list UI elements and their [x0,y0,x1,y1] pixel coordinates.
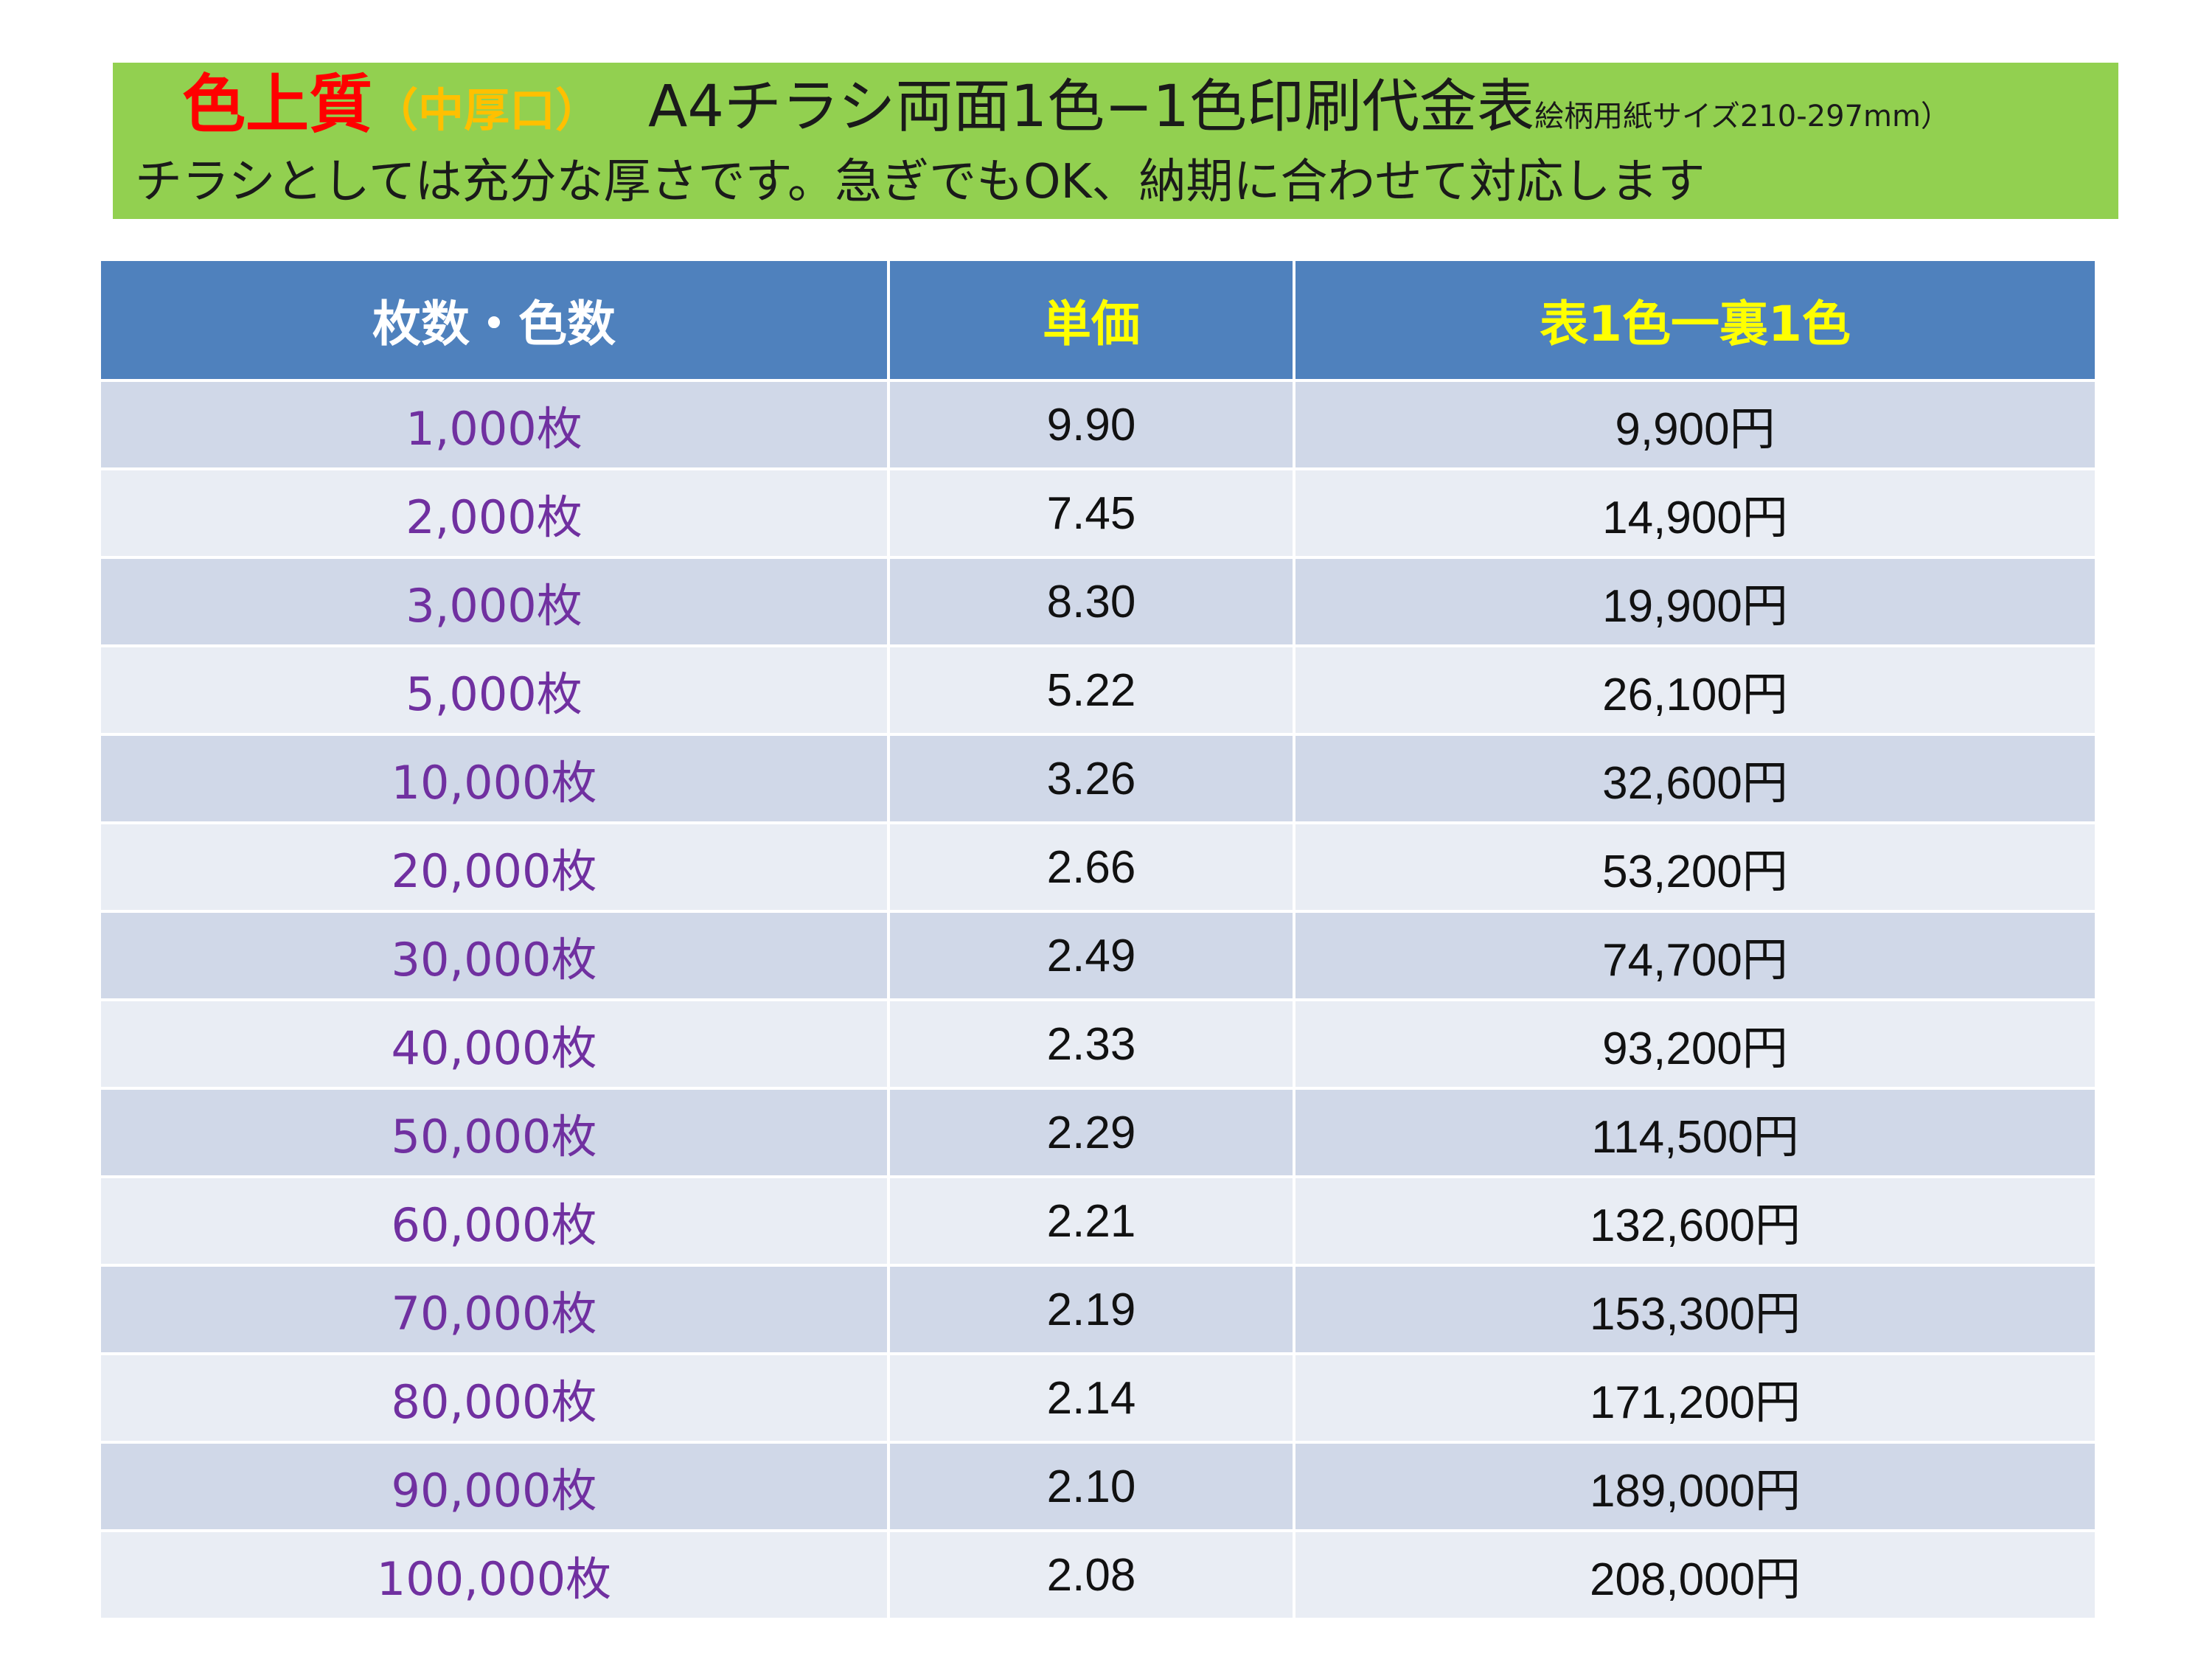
total-price-cell: 93,200円 [1293,998,2098,1090]
paper-quality-label: 色上質 [182,68,372,142]
table-row: 20,000枚 2.66 53,200円 [98,821,2098,913]
table-row: 50,000枚 2.29 114,500円 [98,1087,2098,1178]
table-row: 70,000枚 2.19 153,300円 [98,1264,2098,1355]
quantity-cell: 70,000枚 [98,1264,890,1355]
total-price-cell: 14,900円 [1293,467,2098,559]
quantity-cell: 80,000枚 [98,1352,890,1444]
table-row: 60,000枚 2.21 132,600円 [98,1175,2098,1267]
total-price-cell: 19,900円 [1293,556,2098,647]
banner-subtitle: チラシとしては充分な厚さです。急ぎでもOK、納期に合わせて対応します [135,155,1705,209]
quantity-cell: 90,000枚 [98,1441,890,1532]
unit-price-cell: 8.30 [887,556,1295,647]
size-note: 絵柄用紙サイズ210-297mm） [1534,100,1950,133]
quantity-cell: 1,000枚 [98,379,890,470]
unit-price-cell: 2.29 [887,1087,1295,1178]
table-header-row: 枚数・色数 単価 表1色一裏1色 [98,258,2098,382]
page-title: A4チラシ両面1色−1色印刷代金表 [648,74,1535,140]
unit-price-cell: 3.26 [887,733,1295,824]
unit-price-cell: 2.19 [887,1264,1295,1355]
paper-thickness-label: （中厚口） [372,83,602,137]
quantity-cell: 40,000枚 [98,998,890,1090]
unit-price-cell: 2.14 [887,1352,1295,1444]
total-price-cell: 53,200円 [1293,821,2098,913]
title-banner: 色上質（中厚口） A4チラシ両面1色−1色印刷代金表絵柄用紙サイズ210-297m… [113,63,2118,219]
unit-price-cell: 2.21 [887,1175,1295,1267]
header-quantity: 枚数・色数 [98,258,890,382]
price-table: 枚数・色数 単価 表1色一裏1色 1,000枚 9.90 9,900円 2,00… [98,258,2098,1621]
total-price-cell: 208,000円 [1293,1529,2098,1621]
table-row: 90,000枚 2.10 189,000円 [98,1441,2098,1532]
title-line: 色上質（中厚口） A4チラシ両面1色−1色印刷代金表絵柄用紙サイズ210-297m… [182,73,1950,136]
table-row: 100,000枚 2.08 208,000円 [98,1529,2098,1621]
total-price-cell: 171,200円 [1293,1352,2098,1444]
unit-price-cell: 2.08 [887,1529,1295,1621]
total-price-cell: 74,700円 [1293,910,2098,1001]
unit-price-cell: 2.49 [887,910,1295,1001]
unit-price-cell: 2.66 [887,821,1295,913]
quantity-cell: 20,000枚 [98,821,890,913]
quantity-cell: 5,000枚 [98,644,890,736]
total-price-cell: 114,500円 [1293,1087,2098,1178]
quantity-cell: 50,000枚 [98,1087,890,1178]
total-price-cell: 9,900円 [1293,379,2098,470]
table-row: 30,000枚 2.49 74,700円 [98,910,2098,1001]
total-price-cell: 32,600円 [1293,733,2098,824]
total-price-cell: 153,300円 [1293,1264,2098,1355]
table-row: 3,000枚 8.30 19,900円 [98,556,2098,647]
header-unit-price: 単価 [887,258,1295,382]
quantity-cell: 100,000枚 [98,1529,890,1621]
table-row: 40,000枚 2.33 93,200円 [98,998,2098,1090]
table-row: 1,000枚 9.90 9,900円 [98,379,2098,470]
table-row: 5,000枚 5.22 26,100円 [98,644,2098,736]
quantity-cell: 2,000枚 [98,467,890,559]
unit-price-cell: 2.33 [887,998,1295,1090]
table-row: 80,000枚 2.14 171,200円 [98,1352,2098,1444]
unit-price-cell: 7.45 [887,467,1295,559]
unit-price-cell: 2.10 [887,1441,1295,1532]
quantity-cell: 60,000枚 [98,1175,890,1267]
total-price-cell: 189,000円 [1293,1441,2098,1532]
total-price-cell: 132,600円 [1293,1175,2098,1267]
total-price-cell: 26,100円 [1293,644,2098,736]
table-row: 2,000枚 7.45 14,900円 [98,467,2098,559]
quantity-cell: 30,000枚 [98,910,890,1001]
unit-price-cell: 9.90 [887,379,1295,470]
table-row: 10,000枚 3.26 32,600円 [98,733,2098,824]
quantity-cell: 10,000枚 [98,733,890,824]
unit-price-cell: 5.22 [887,644,1295,736]
header-total: 表1色一裏1色 [1293,258,2098,382]
quantity-cell: 3,000枚 [98,556,890,647]
